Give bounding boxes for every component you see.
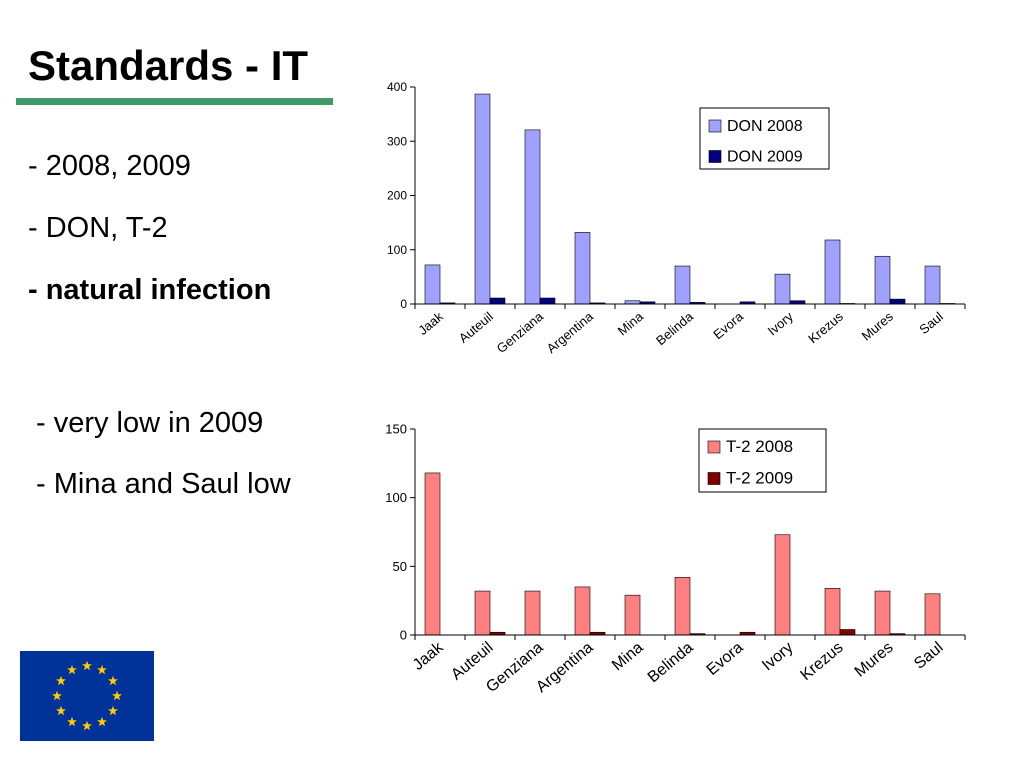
bar-don-2009 xyxy=(539,297,556,305)
page-title: Standards - IT xyxy=(28,42,309,89)
bar-t-2-2009 xyxy=(839,629,856,636)
star-icon xyxy=(56,675,66,686)
bar-don-2008 xyxy=(824,239,841,305)
star-icon xyxy=(82,720,92,731)
star-icon xyxy=(112,690,122,701)
bar-t-2-2008 xyxy=(524,590,541,636)
y-tick-label: 300 xyxy=(387,134,407,148)
bar-don-2009 xyxy=(889,298,906,305)
x-category-label: Mures xyxy=(859,308,897,343)
y-tick-label: 0 xyxy=(400,628,407,643)
x-category-label: Krezus xyxy=(805,308,846,346)
legend-label: T-2 2009 xyxy=(726,469,793,488)
bar-don-2008 xyxy=(424,264,441,305)
bar-don-2008 xyxy=(774,273,791,305)
y-tick-label: 50 xyxy=(393,559,407,574)
x-category-label: Ivory xyxy=(759,639,796,674)
star-icon xyxy=(52,690,62,701)
x-category-label: Ivory xyxy=(765,308,797,338)
star-icon xyxy=(56,705,66,716)
bar-t-2-2008 xyxy=(424,472,441,636)
title-underline xyxy=(16,98,333,105)
x-category-label: Mina xyxy=(615,308,647,338)
bar-don-2008 xyxy=(924,265,941,305)
bar-t-2-2008 xyxy=(674,577,691,636)
x-category-label: Belinda xyxy=(645,639,697,686)
x-category-label: Evora xyxy=(704,639,747,679)
bar-don-2008 xyxy=(474,93,491,305)
bar-t-2-2008 xyxy=(924,593,941,636)
bar-t-2-2008 xyxy=(824,588,841,636)
legend-swatch xyxy=(707,472,721,485)
star-icon xyxy=(67,664,77,675)
x-category-label: Saul xyxy=(911,639,946,673)
bar-don-2008 xyxy=(524,129,541,305)
star-icon xyxy=(97,716,107,727)
eu-flag-stars xyxy=(52,660,122,731)
bullet-mina-saul-low: - Mina and Saul low xyxy=(36,468,291,500)
legend-swatch xyxy=(708,150,722,163)
legend-box xyxy=(699,107,830,170)
eu-flag-icon xyxy=(20,651,154,741)
bullet-toxins: - DON, T-2 xyxy=(28,212,168,244)
legend-swatch xyxy=(707,440,721,454)
legend-label: T-2 2008 xyxy=(726,437,793,456)
bullet-very-low-2009: - very low in 2009 xyxy=(36,407,264,439)
legend-swatch xyxy=(708,119,722,133)
bar-t-2-2008 xyxy=(624,594,641,636)
x-category-label: Evora xyxy=(710,308,746,342)
y-tick-label: 100 xyxy=(385,490,407,505)
x-category-label: Mures xyxy=(852,639,897,681)
bullet-years: - 2008, 2009 xyxy=(28,150,191,182)
bullet-natural-infection: - natural infection xyxy=(28,274,272,306)
bar-t-2-2008 xyxy=(774,534,791,636)
bar-t-2-2008 xyxy=(474,590,491,636)
chart-don: 0 100 200 300 400 Jaak AuteuilGenzianaArgentin… xyxy=(387,80,966,356)
x-category-label: Belinda xyxy=(653,308,696,348)
y-tick-label: 150 xyxy=(385,422,407,437)
x-category-label: Mina xyxy=(609,639,647,674)
x-category-label: Argentina xyxy=(544,308,597,356)
bar-don-2009 xyxy=(489,297,506,305)
y-tick-label: 0 xyxy=(400,297,407,311)
legend-label: DON 2008 xyxy=(727,118,803,135)
star-icon xyxy=(97,664,107,675)
x-category-label: Auteuil xyxy=(456,309,496,346)
bar-t-2-2008 xyxy=(874,590,891,636)
star-icon xyxy=(108,705,118,716)
bar-don-2008 xyxy=(874,255,891,305)
x-category-label: Jaak xyxy=(415,308,446,337)
x-category-label: Jaak xyxy=(410,638,448,673)
legend-label: DON 2009 xyxy=(727,149,803,166)
y-tick-label: 200 xyxy=(387,189,407,203)
star-icon xyxy=(82,660,92,671)
y-tick-label: 400 xyxy=(387,80,407,94)
bar-t-2-2008 xyxy=(574,586,591,636)
x-category-label: Genziana xyxy=(494,308,547,356)
star-icon xyxy=(67,716,77,727)
star-icon xyxy=(108,675,118,686)
bar-don-2008 xyxy=(574,232,591,305)
y-tick-label: 100 xyxy=(387,243,407,257)
x-category-label: Krezus xyxy=(797,639,846,684)
bar-don-2008 xyxy=(674,265,691,305)
x-category-label: Saul xyxy=(916,309,946,337)
